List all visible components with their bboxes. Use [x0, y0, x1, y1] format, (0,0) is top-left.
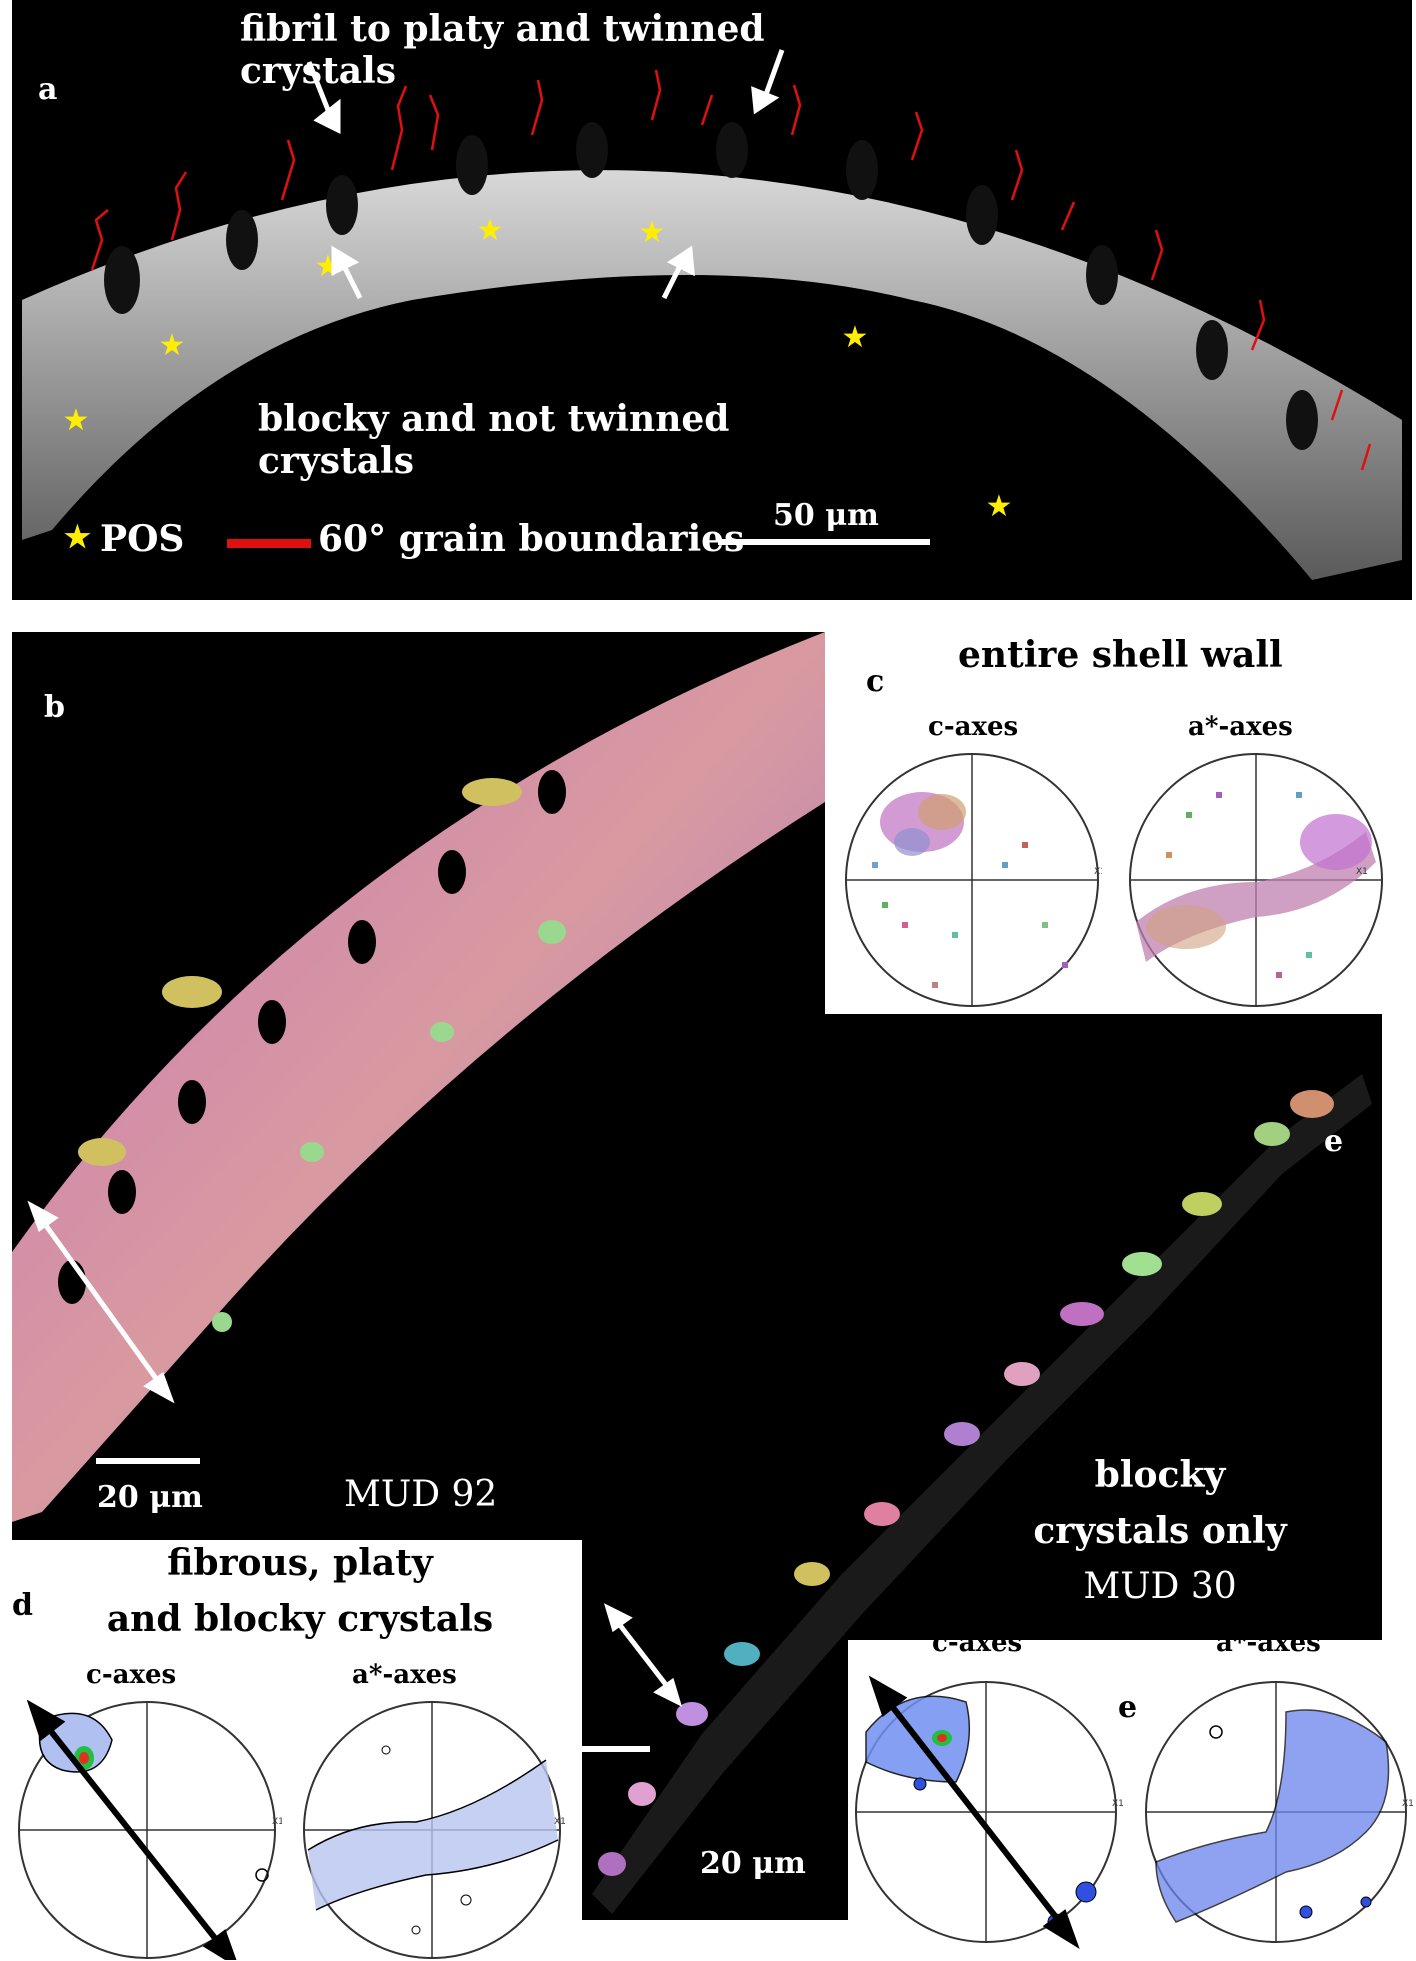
panel-c-pf-right-label: a*-axes: [1188, 712, 1293, 742]
sample-e: MUD 30: [1083, 1566, 1237, 1607]
panel-e-title-line1: blocky: [1094, 1454, 1226, 1496]
legend-red-line: [227, 539, 311, 548]
double-arrow-b: [27, 1200, 175, 1404]
pores-b: [58, 770, 566, 1304]
panel-a-label: a: [38, 72, 58, 107]
panel-e-pf-label: e: [1118, 1690, 1138, 1725]
x1-mark-d-right: X1: [554, 1817, 566, 1827]
panel-d-pf-right-label: a*-axes: [352, 1660, 457, 1690]
shell-arc-image: ★ ★ ★ ★ ★ ★ ★: [22, 49, 1402, 580]
scale-bar-e: [560, 1746, 650, 1752]
svg-text:★: ★: [477, 213, 504, 248]
panel-e-title-line2: crystals only: [1033, 1510, 1287, 1552]
scale-bar-e-label: 20 μm: [700, 1846, 806, 1881]
scatter-points-c: [872, 792, 1068, 988]
svg-text:★: ★: [842, 320, 869, 355]
green-grains-b: [212, 920, 566, 1332]
panel-e-pf-left-label: c-axes: [932, 1628, 1023, 1658]
panel-c-title: entire shell wall: [958, 634, 1283, 676]
panel-d-label: d: [12, 1588, 33, 1623]
orientation-map-e: [560, 1074, 1372, 1914]
grain-boundaries: [90, 69, 1372, 471]
x1-mark-c-right: X1: [1356, 867, 1368, 877]
panel-d-title-line2: and blocky crystals: [106, 1598, 494, 1640]
panel-c-pf-left-label: c-axes: [928, 712, 1019, 742]
x1-mark-e-right: X1: [1402, 1799, 1414, 1809]
annotation-arrows: [306, 49, 785, 300]
scale-bar-b: [96, 1458, 200, 1464]
double-arrow-d: [26, 1700, 237, 1960]
sample-b: MUD 92: [344, 1474, 498, 1515]
annotation-top: fibril to platy and twinned crystals: [240, 8, 765, 92]
svg-text:★: ★: [159, 328, 186, 363]
legend-star-text: POS: [100, 518, 185, 560]
blocky-grains-e: [592, 1074, 1372, 1914]
pores: [104, 122, 1318, 450]
svg-text:★: ★: [986, 489, 1013, 524]
scatter-points-c-aaxes: [1136, 792, 1376, 978]
orientation-map-b: [12, 632, 825, 1522]
shell-wall-arc: [22, 170, 1402, 580]
pole-figure-d-aaxes: X1: [303, 1701, 566, 1959]
svg-text:★: ★: [639, 215, 666, 250]
panel-a-image: ★ ★ ★ ★ ★ ★ ★: [12, 0, 1412, 600]
double-arrow-e-pf: [868, 1675, 1080, 1950]
scale-bar-b-label: 20 μm: [97, 1480, 203, 1515]
panel-c-label: c: [866, 664, 885, 699]
annotation-bottom: blocky and not twinned crystals: [258, 398, 730, 482]
scale-bar-a: [718, 539, 930, 545]
panel-e-pf-right-label: a*-axes: [1216, 1628, 1321, 1658]
double-arrow-e: [603, 1603, 683, 1707]
pole-figure-e-c-axes: X1: [855, 1675, 1124, 1950]
scale-bar-a-label: 50 μm: [773, 498, 879, 533]
x1-mark-e-left: X1: [1112, 1799, 1124, 1809]
legend-star-icon: ★: [64, 520, 91, 555]
panel-d-pf-left-label: c-axes: [86, 1660, 177, 1690]
panel-b-label: b: [44, 690, 65, 725]
pole-figure-c-axes: X1: [845, 753, 1102, 1007]
pole-figure-d-c-axes: X1: [18, 1700, 282, 1960]
panel-d-title-line1: fibrous, platy: [167, 1542, 433, 1584]
yellow-grains-b: [78, 778, 522, 1166]
x1-mark-c-left: X1: [1094, 867, 1102, 877]
x1-mark-d-left: X1: [272, 1817, 282, 1827]
pole-figure-e-aaxes: X1: [1145, 1681, 1414, 1943]
pos-stars: ★ ★ ★ ★ ★ ★ ★: [63, 213, 1013, 524]
shell-band-b: [12, 632, 825, 1522]
panel-e-top-label: e: [1324, 1124, 1344, 1159]
svg-text:★: ★: [63, 403, 90, 438]
pole-figure-c-aaxes: X1: [1129, 753, 1383, 1007]
legend-line-text: 60° grain boundaries: [318, 518, 745, 560]
